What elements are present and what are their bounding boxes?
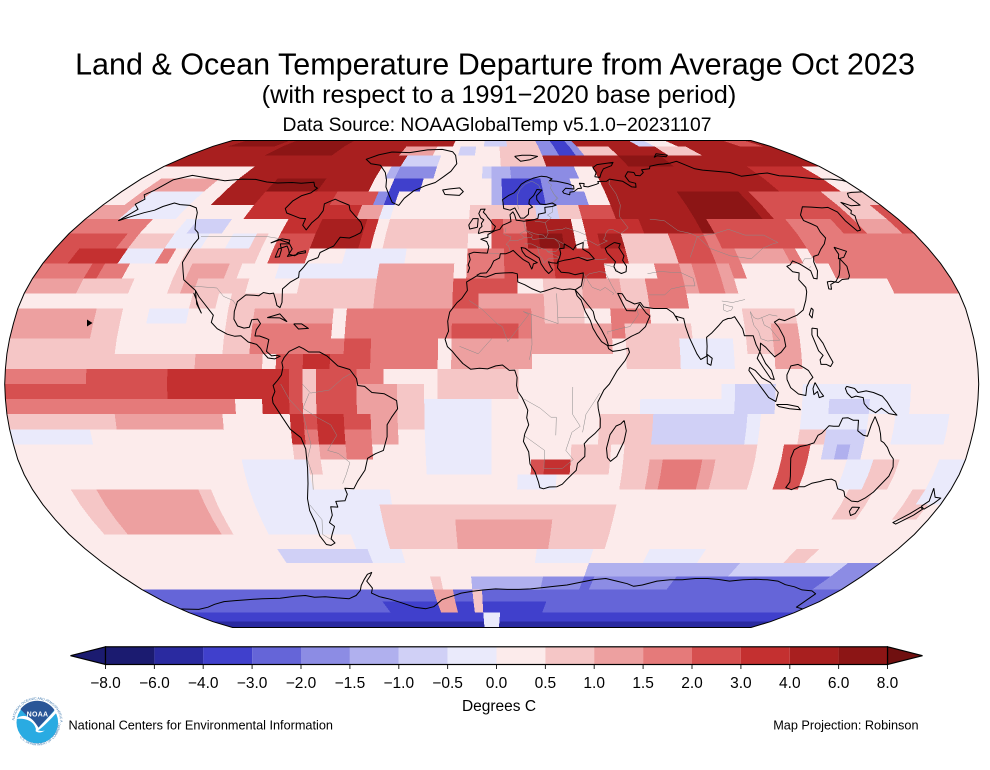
- svg-text:0.0: 0.0: [486, 675, 508, 692]
- svg-text:0.5: 0.5: [535, 675, 557, 692]
- svg-text:Degrees C: Degrees C: [462, 698, 536, 715]
- svg-text:−1.0: −1.0: [383, 675, 414, 692]
- svg-text:National Centers for Environme: National Centers for Environmental Infor…: [69, 719, 333, 733]
- svg-text:Land & Ocean Temperature Depar: Land & Ocean Temperature Departure from …: [75, 48, 915, 82]
- svg-text:(with respect to a 1991−2020 b: (with respect to a 1991−2020 base period…: [262, 81, 737, 109]
- svg-text:−0.5: −0.5: [432, 675, 463, 692]
- svg-text:6.0: 6.0: [828, 675, 850, 692]
- svg-text:8.0: 8.0: [877, 675, 899, 692]
- svg-text:Map Projection: Robinson: Map Projection: Robinson: [773, 719, 918, 733]
- svg-text:2.0: 2.0: [681, 675, 703, 692]
- svg-text:Data Source: NOAAGlobalTemp v5: Data Source: NOAAGlobalTemp v5.1.0−20231…: [283, 115, 712, 136]
- svg-text:4.0: 4.0: [779, 675, 801, 692]
- svg-text:−1.5: −1.5: [335, 675, 366, 692]
- svg-text:NOAA: NOAA: [27, 711, 49, 718]
- svg-text:1.5: 1.5: [632, 675, 654, 692]
- svg-text:3.0: 3.0: [730, 675, 752, 692]
- svg-text:−8.0: −8.0: [90, 675, 121, 692]
- svg-text:−6.0: −6.0: [139, 675, 170, 692]
- svg-text:−4.0: −4.0: [188, 675, 219, 692]
- svg-text:−3.0: −3.0: [237, 675, 268, 692]
- svg-text:−2.0: −2.0: [286, 675, 317, 692]
- svg-text:1.0: 1.0: [583, 675, 605, 692]
